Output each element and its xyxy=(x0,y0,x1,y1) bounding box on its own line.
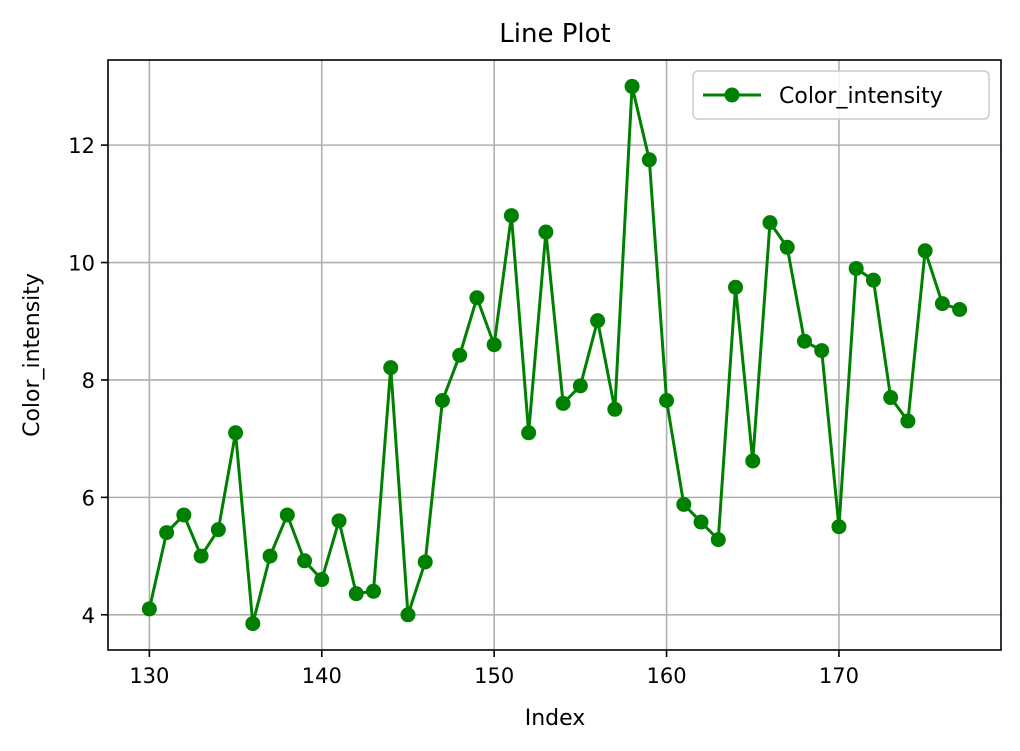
x-axis-label: Index xyxy=(525,706,586,731)
y-tick-label: 10 xyxy=(68,252,95,276)
data-point xyxy=(469,290,485,306)
data-point xyxy=(693,514,709,530)
data-point xyxy=(521,425,537,441)
data-point xyxy=(814,343,830,359)
data-point xyxy=(262,548,278,564)
x-tick-label: 140 xyxy=(302,664,342,688)
data-point xyxy=(934,296,950,312)
data-point xyxy=(452,347,468,363)
data-point xyxy=(176,507,192,523)
data-point xyxy=(193,548,209,564)
y-tick-label: 4 xyxy=(82,604,95,628)
data-point xyxy=(503,208,519,224)
series-layer xyxy=(141,78,968,632)
data-point xyxy=(434,392,450,408)
y-tick-label: 8 xyxy=(82,369,95,393)
data-point xyxy=(796,333,812,349)
data-point xyxy=(883,390,899,406)
x-tick-label: 130 xyxy=(129,664,169,688)
x-tick-label: 160 xyxy=(647,664,687,688)
plot-frame xyxy=(107,59,1002,651)
data-point xyxy=(348,586,364,602)
data-point xyxy=(245,616,261,632)
grid xyxy=(108,60,1001,650)
data-point xyxy=(745,453,761,469)
data-point xyxy=(728,279,744,295)
data-point xyxy=(486,337,502,353)
axis-ticks: 130 140 150 160 170 4 6 8 10 12 xyxy=(68,134,859,688)
y-tick-label: 6 xyxy=(82,486,95,510)
data-point xyxy=(555,395,571,411)
data-point xyxy=(831,519,847,535)
data-point xyxy=(865,272,881,288)
data-point xyxy=(590,313,606,329)
data-point xyxy=(710,532,726,548)
data-point xyxy=(762,215,778,231)
data-point xyxy=(314,572,330,588)
data-point xyxy=(917,243,933,259)
data-point xyxy=(952,302,968,318)
data-point xyxy=(400,607,416,623)
data-point xyxy=(297,553,313,569)
y-axis-label: Color_intensity xyxy=(20,273,45,437)
data-point xyxy=(641,152,657,168)
x-tick-label: 150 xyxy=(474,664,514,688)
data-point xyxy=(572,378,588,394)
data-point xyxy=(279,507,295,523)
data-point xyxy=(624,78,640,94)
data-point xyxy=(228,425,244,441)
data-point xyxy=(659,392,675,408)
legend-marker-swatch xyxy=(724,87,740,103)
legend-box xyxy=(692,70,990,120)
x-tick-label: 170 xyxy=(819,664,859,688)
legend: Color_intensity xyxy=(692,70,990,120)
data-point xyxy=(538,224,554,240)
chart-title: Line Plot xyxy=(499,19,610,49)
data-point xyxy=(159,525,175,541)
y-tick-label: 12 xyxy=(68,134,95,158)
data-point xyxy=(676,496,692,512)
data-point xyxy=(607,401,623,417)
data-point xyxy=(848,260,864,276)
data-point xyxy=(779,239,795,255)
legend-label: Color_intensity xyxy=(779,84,943,109)
data-point xyxy=(383,360,399,376)
data-point xyxy=(365,583,381,599)
data-point xyxy=(141,601,157,617)
data-point xyxy=(331,513,347,529)
data-point xyxy=(417,554,433,570)
data-point xyxy=(900,413,916,429)
series-line xyxy=(147,84,961,626)
data-point xyxy=(210,522,226,538)
